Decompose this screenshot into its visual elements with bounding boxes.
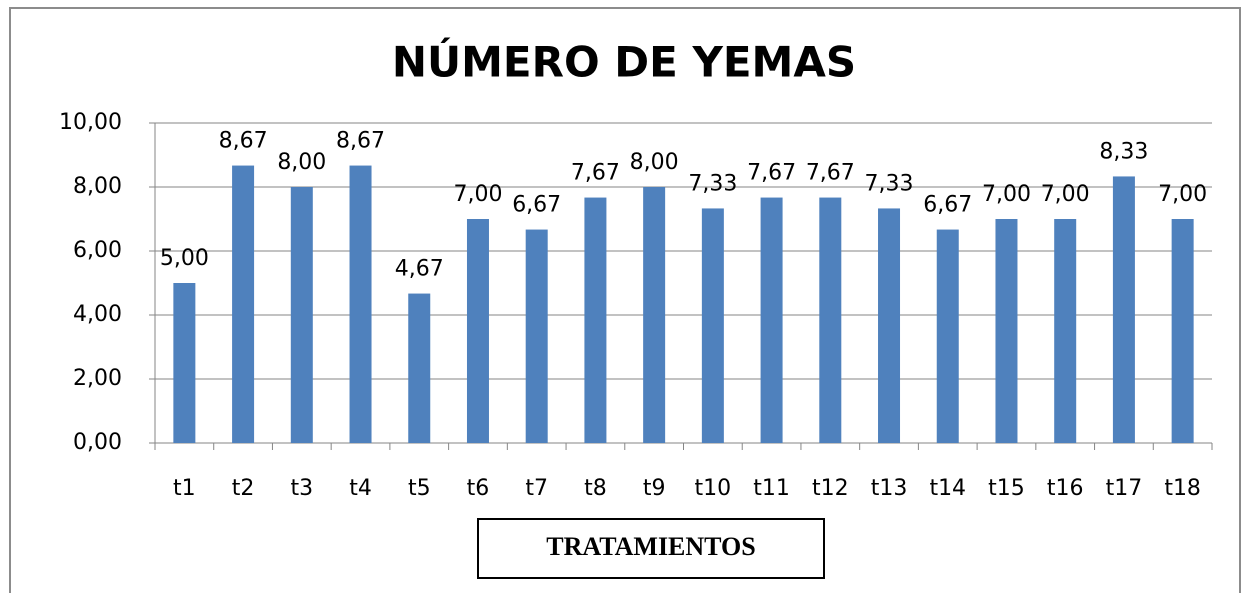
value-label: 5,00 [160,246,209,271]
chart-border [9,7,1241,593]
bar [584,197,607,443]
bar [995,219,1018,443]
x-tick-label: t13 [871,476,908,501]
y-tick-label: 8,00 [73,174,122,199]
bar [701,208,724,443]
bar [819,197,842,443]
value-label: 6,67 [923,193,972,218]
x-tick-label: t12 [812,476,849,501]
y-tick-label: 4,00 [73,302,122,327]
value-label: 7,00 [1158,182,1207,207]
x-tick-label: t2 [232,476,255,501]
value-label: 7,67 [747,161,796,186]
bar [173,283,196,443]
value-label: 4,67 [395,257,444,282]
value-label: 7,33 [865,171,914,196]
x-tick-label: t5 [408,476,431,501]
value-label: 8,33 [1099,139,1148,164]
x-tick-label: t17 [1106,476,1143,501]
bar [1054,219,1077,443]
value-label: 7,00 [982,182,1031,207]
x-tick-label: t4 [349,476,372,501]
bar [1171,219,1194,443]
bar [1112,176,1135,443]
bar [525,229,548,443]
bar [466,219,489,443]
x-axis-label: TRATAMIENTOS [546,532,756,561]
value-label: 8,67 [336,129,385,154]
bar [643,187,666,443]
y-tick-label: 10,00 [59,110,122,135]
value-label: 6,67 [512,193,561,218]
y-tick-label: 0,00 [73,430,122,455]
x-tick-label: t11 [753,476,790,501]
y-tick-label: 2,00 [73,366,122,391]
x-tick-label: t9 [643,476,666,501]
bar [349,165,372,443]
bar [878,208,901,443]
x-tick-label: t8 [584,476,607,501]
x-label-box [477,518,825,579]
x-tick-label: t7 [525,476,548,501]
bar [760,197,783,443]
x-tick-label: t3 [290,476,313,501]
value-label: 7,00 [453,182,502,207]
value-label: 8,00 [630,150,679,175]
x-tick-label: t14 [929,476,966,501]
value-label: 7,67 [571,161,620,186]
x-tick-label: t16 [1047,476,1084,501]
x-tick-label: t18 [1164,476,1201,501]
value-label: 7,00 [1041,182,1090,207]
value-label: 7,67 [806,161,855,186]
value-label: 7,33 [688,171,737,196]
chart-title: NÚMERO DE YEMAS [392,37,856,87]
value-label: 8,67 [219,129,268,154]
x-tick-label: t1 [173,476,196,501]
x-tick-label: t15 [988,476,1025,501]
value-label: 8,00 [277,150,326,175]
x-tick-label: t10 [695,476,732,501]
bar [290,187,313,443]
x-tick-label: t6 [467,476,490,501]
bar [936,229,959,443]
y-tick-label: 6,00 [73,238,122,263]
bar [408,293,431,443]
bar [232,165,255,443]
